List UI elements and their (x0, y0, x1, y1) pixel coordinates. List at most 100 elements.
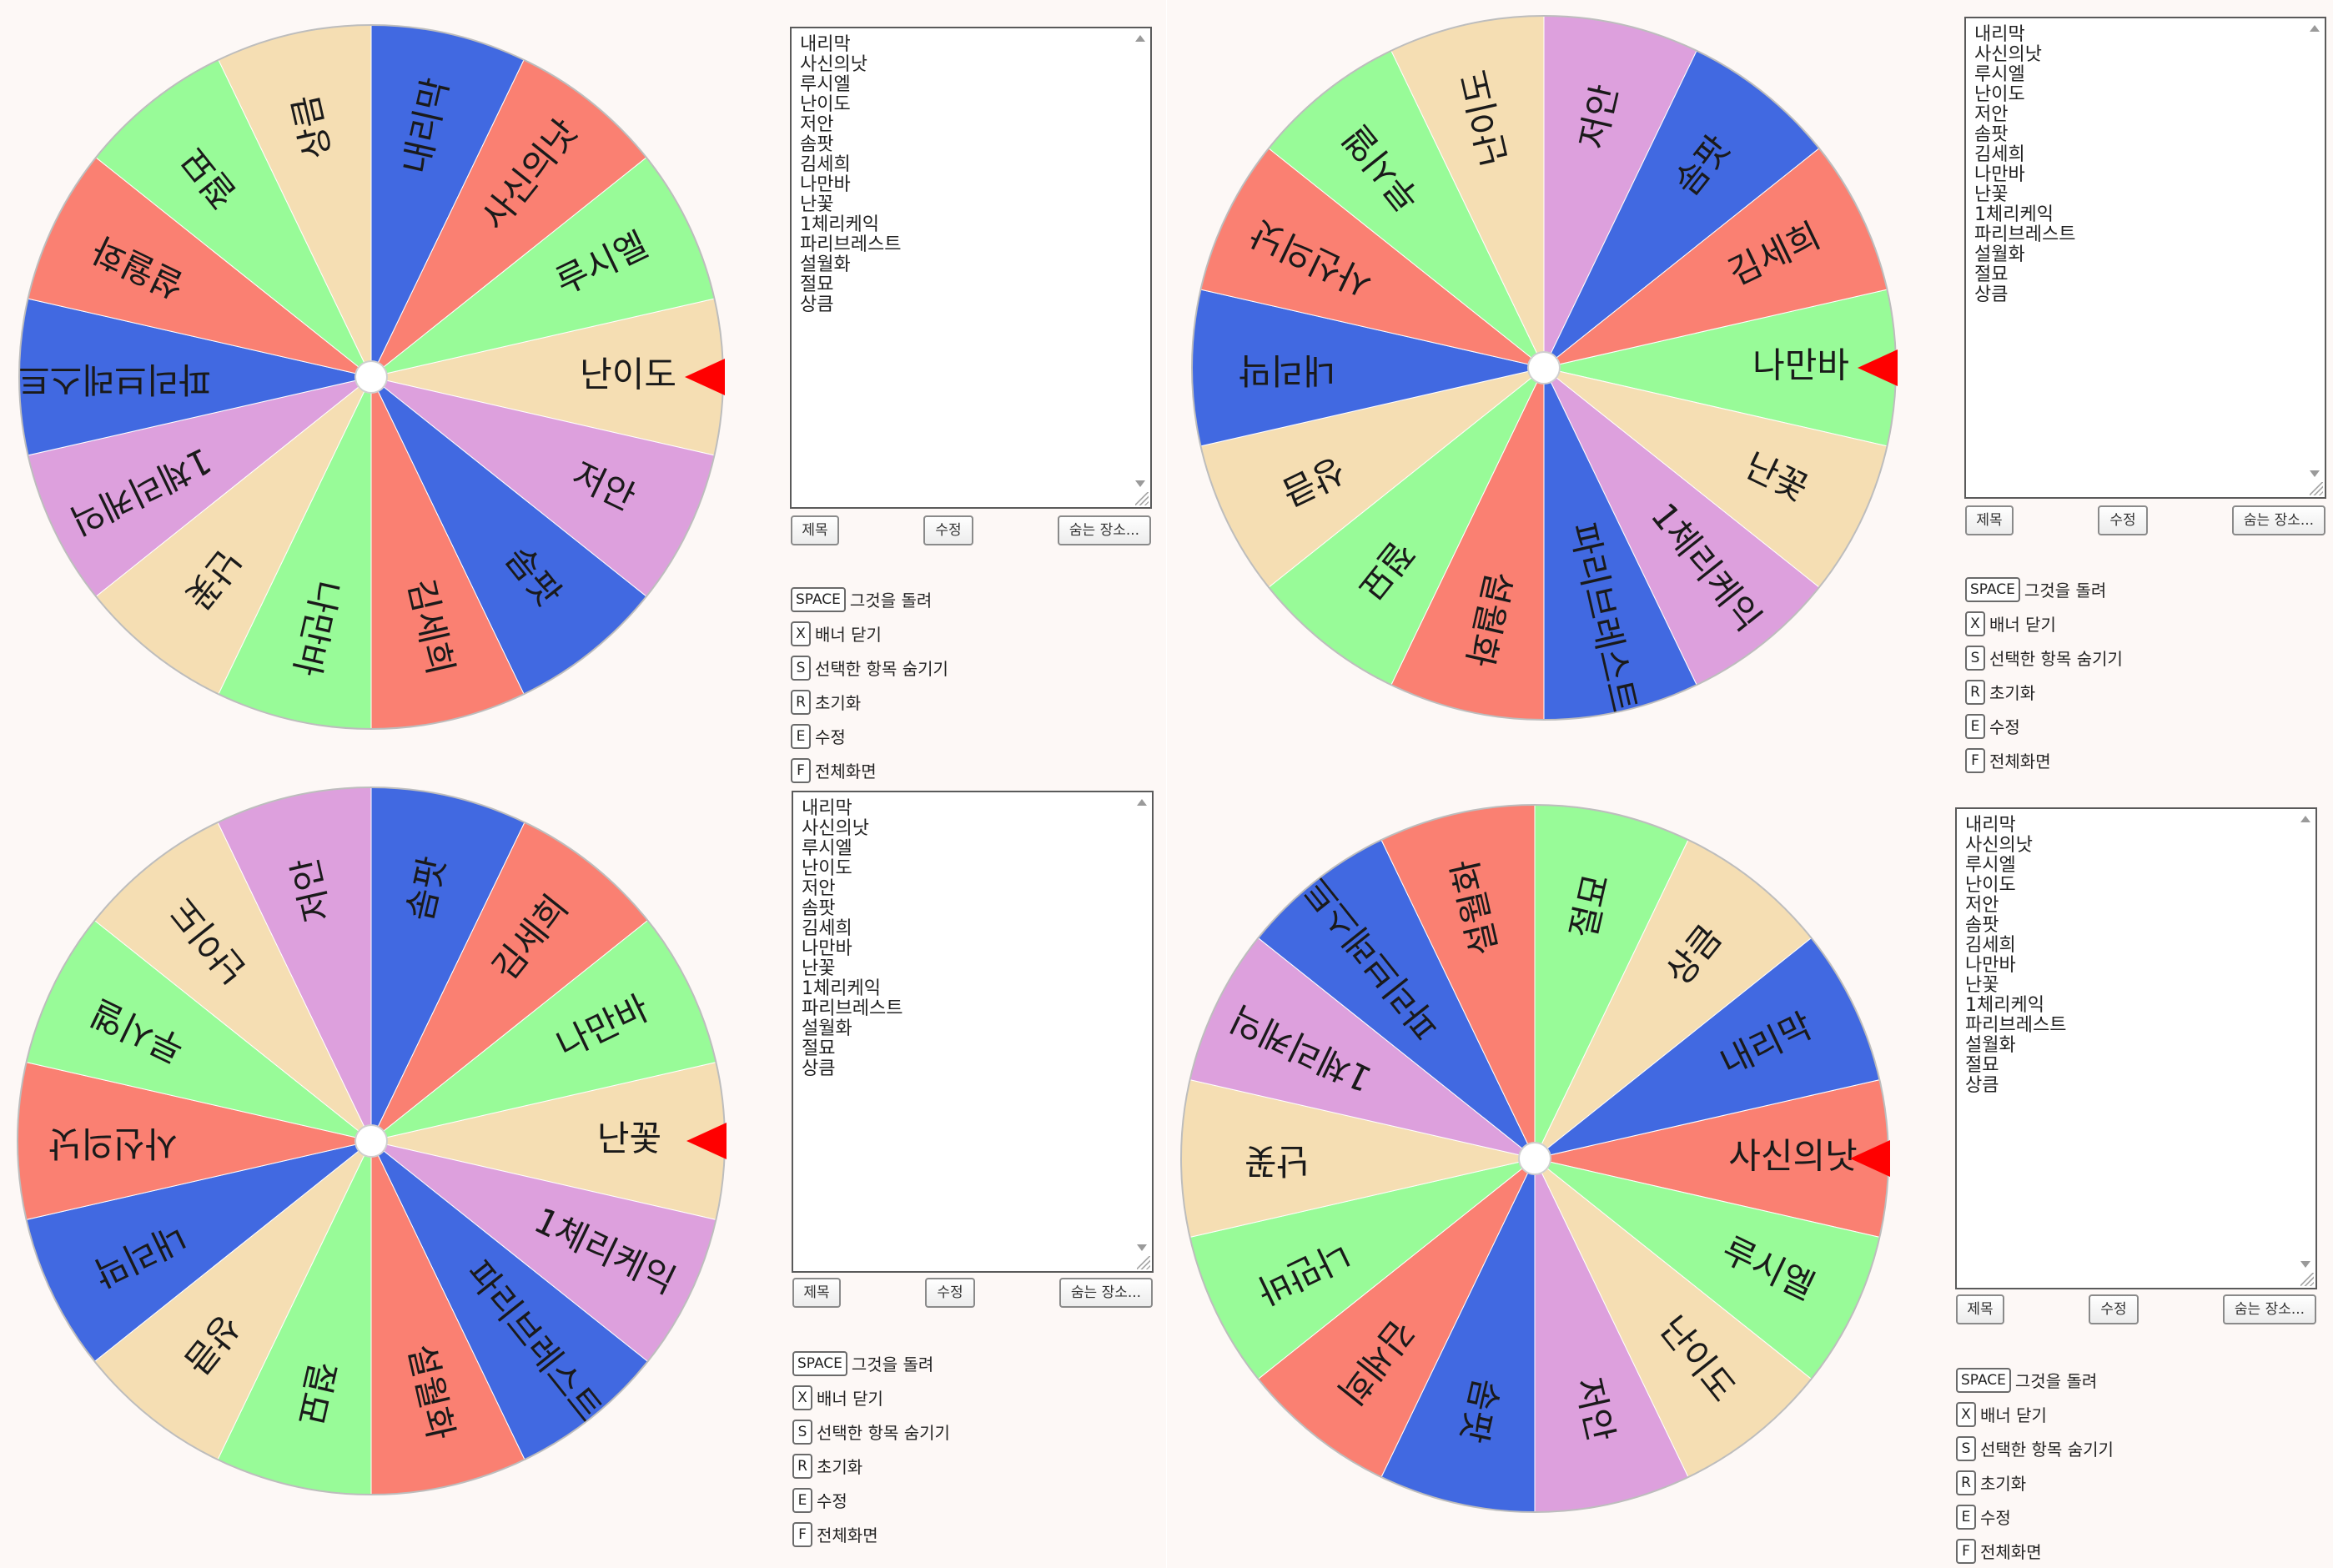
key-space: SPACE (792, 1350, 847, 1376)
entries-text: 내리막 사신의낫 루시엘 난이도 저안 솜팟 김세희 나만바 난꽃 1체리케익 … (802, 798, 903, 1079)
shortcut-reset: R 초기화 (1965, 675, 2123, 709)
scrollbar[interactable] (2306, 20, 2323, 495)
entries-textarea[interactable]: 내리막 사신의낫 루시엘 난이도 저안 솜팟 김세희 나만바 난꽃 1체리케익 … (792, 791, 1154, 1273)
title-button[interactable]: 제목 (1965, 505, 2014, 535)
hidden-button[interactable]: 숨는 장소... (2232, 505, 2325, 535)
shortcut-fullscreen: F 전체화면 (1956, 1534, 2114, 1568)
resize-grip-icon[interactable] (1137, 1256, 1150, 1269)
wheel-slice-label: 사신의낫 (48, 1123, 178, 1164)
shortcut-close-banner: X 배너 닫기 (1956, 1397, 2114, 1431)
scrollbar[interactable] (1134, 794, 1150, 1269)
shortcut-desc: 선택한 항목 숨기기 (815, 659, 948, 679)
shortcut-desc: 초기화 (1989, 683, 2036, 703)
shortcut-desc: 선택한 항목 숨기기 (1989, 649, 2123, 669)
scroll-up-icon[interactable] (2310, 25, 2320, 32)
hidden-button[interactable]: 숨는 장소... (2223, 1294, 2316, 1324)
entries-textarea[interactable]: 내리막 사신의낫 루시엘 난이도 저안 솜팟 김세희 나만바 난꽃 1체리케익 … (1964, 17, 2326, 499)
entries-textarea[interactable]: 내리막 사신의낫 루시엘 난이도 저안 솜팟 김세희 나만바 난꽃 1체리케익 … (1955, 807, 2317, 1289)
key-space: SPACE (1956, 1367, 2011, 1393)
key-r: R (1965, 679, 1985, 705)
edit-button[interactable]: 수정 (925, 1278, 975, 1308)
key-s: S (1965, 645, 1985, 671)
wheel-center-hub[interactable] (1527, 351, 1561, 384)
shortcut-list: SPACE 그것을 돌려 X 배너 닫기 S 선택한 항목 숨기기 R 초기화 E 수정 … (1956, 1363, 2114, 1568)
key-e: E (792, 1487, 812, 1513)
resize-grip-icon[interactable] (2300, 1273, 2314, 1286)
shortcut-desc: 전체화면 (1989, 751, 2051, 771)
shortcut-edit: E 수정 (791, 719, 948, 753)
wheel-center-hub[interactable] (354, 1124, 388, 1158)
shortcut-reset: R 초기화 (1956, 1465, 2114, 1500)
entries-text: 내리막 사신의낫 루시엘 난이도 저안 솜팟 김세희 나만바 난꽃 1체리케익 … (800, 34, 902, 315)
wheel-panel-3: 난꽃 1체리케익 파리브레스트 설월화 절묘 상큼 내리막 사신의낫 루시엘 난이도 저안 솜팟 김세희… (0, 784, 1166, 1568)
shortcut-edit: E 수정 (792, 1483, 950, 1517)
key-space: SPACE (1965, 576, 2020, 602)
shortcut-spin: SPACE 그것을 돌려 (1956, 1363, 2114, 1397)
shortcut-fullscreen: F 전체화면 (792, 1517, 950, 1551)
scrollbar[interactable] (1132, 30, 1149, 505)
shortcut-list: SPACE 그것을 돌려 X 배너 닫기 S 선택한 항목 숨기기 R 초기화 E 수정 … (791, 582, 948, 787)
key-x: X (1956, 1401, 1976, 1427)
key-r: R (792, 1453, 812, 1479)
shortcut-list: SPACE 그것을 돌려 X 배너 닫기 S 선택한 항목 숨기기 R 초기화 E 수정 … (792, 1346, 950, 1551)
edit-button[interactable]: 수정 (2089, 1294, 2139, 1324)
shortcut-close-banner: X 배너 닫기 (792, 1380, 950, 1415)
shortcut-desc: 초기화 (815, 693, 862, 713)
edit-button[interactable]: 수정 (923, 515, 973, 545)
shortcut-desc: 그것을 돌려 (849, 591, 933, 611)
scroll-up-icon[interactable] (1135, 35, 1145, 42)
wheel-center-hub[interactable] (354, 360, 388, 394)
title-button[interactable]: 제목 (1956, 1294, 2004, 1324)
shortcut-reset: R 초기화 (791, 685, 948, 719)
shortcut-desc: 초기화 (1980, 1474, 2027, 1494)
key-e: E (1956, 1504, 1976, 1530)
hidden-button[interactable]: 숨는 장소... (1058, 515, 1151, 545)
scroll-up-icon[interactable] (1137, 799, 1147, 806)
key-x: X (1965, 611, 1985, 636)
scrollbar[interactable] (2297, 811, 2314, 1286)
scroll-down-icon[interactable] (2310, 470, 2320, 477)
shortcut-desc: 배너 닫기 (815, 625, 882, 645)
shortcut-desc: 선택한 항목 숨기기 (1980, 1440, 2114, 1460)
title-button[interactable]: 제목 (791, 515, 839, 545)
resize-grip-icon[interactable] (2310, 482, 2323, 495)
wheel-slice-label: 내리막 (1239, 350, 1335, 391)
shortcut-desc: 전체화면 (817, 1525, 878, 1545)
shortcut-spin: SPACE 그것을 돌려 (792, 1346, 950, 1380)
hidden-button[interactable]: 숨는 장소... (1059, 1278, 1153, 1308)
shortcut-desc: 수정 (1980, 1508, 2011, 1528)
shortcut-desc: 그것을 돌려 (851, 1354, 934, 1375)
entries-textarea[interactable]: 내리막 사신의낫 루시엘 난이도 저안 솜팟 김세희 나만바 난꽃 1체리케익 … (790, 27, 1152, 509)
scroll-up-icon[interactable] (2300, 816, 2310, 822)
wheel-slice-label: 난꽃 (1244, 1141, 1309, 1182)
shortcut-desc: 그것을 돌려 (2024, 580, 2107, 601)
shortcut-edit: E 수정 (1956, 1500, 2114, 1534)
edit-button[interactable]: 수정 (2098, 505, 2148, 535)
shortcut-hide-selected: S 선택한 항목 숨기기 (1956, 1431, 2114, 1465)
scroll-down-icon[interactable] (2300, 1261, 2310, 1268)
title-button[interactable]: 제목 (792, 1278, 841, 1308)
key-space: SPACE (791, 586, 846, 612)
entries-text: 내리막 사신의낫 루시엘 난이도 저안 솜팟 김세희 나만바 난꽃 1체리케익 … (1965, 815, 2067, 1096)
pointer-arrow-icon (1858, 349, 1898, 386)
shortcut-desc: 전체화면 (815, 761, 877, 781)
wheel-center-hub[interactable] (1518, 1142, 1551, 1175)
key-x: X (791, 621, 811, 646)
resize-grip-icon[interactable] (1135, 492, 1149, 505)
pointer-arrow-icon (1850, 1140, 1890, 1177)
key-s: S (792, 1419, 812, 1445)
scroll-down-icon[interactable] (1135, 480, 1145, 487)
shortcut-desc: 배너 닫기 (1989, 615, 2056, 635)
key-r: R (791, 689, 811, 715)
shortcut-desc: 초기화 (817, 1457, 863, 1477)
key-s: S (1956, 1435, 1976, 1461)
key-f: F (792, 1521, 812, 1547)
scroll-down-icon[interactable] (1137, 1244, 1147, 1251)
pointer-arrow-icon (685, 359, 725, 395)
key-f: F (1956, 1538, 1976, 1564)
shortcut-spin: SPACE 그것을 돌려 (791, 582, 948, 616)
